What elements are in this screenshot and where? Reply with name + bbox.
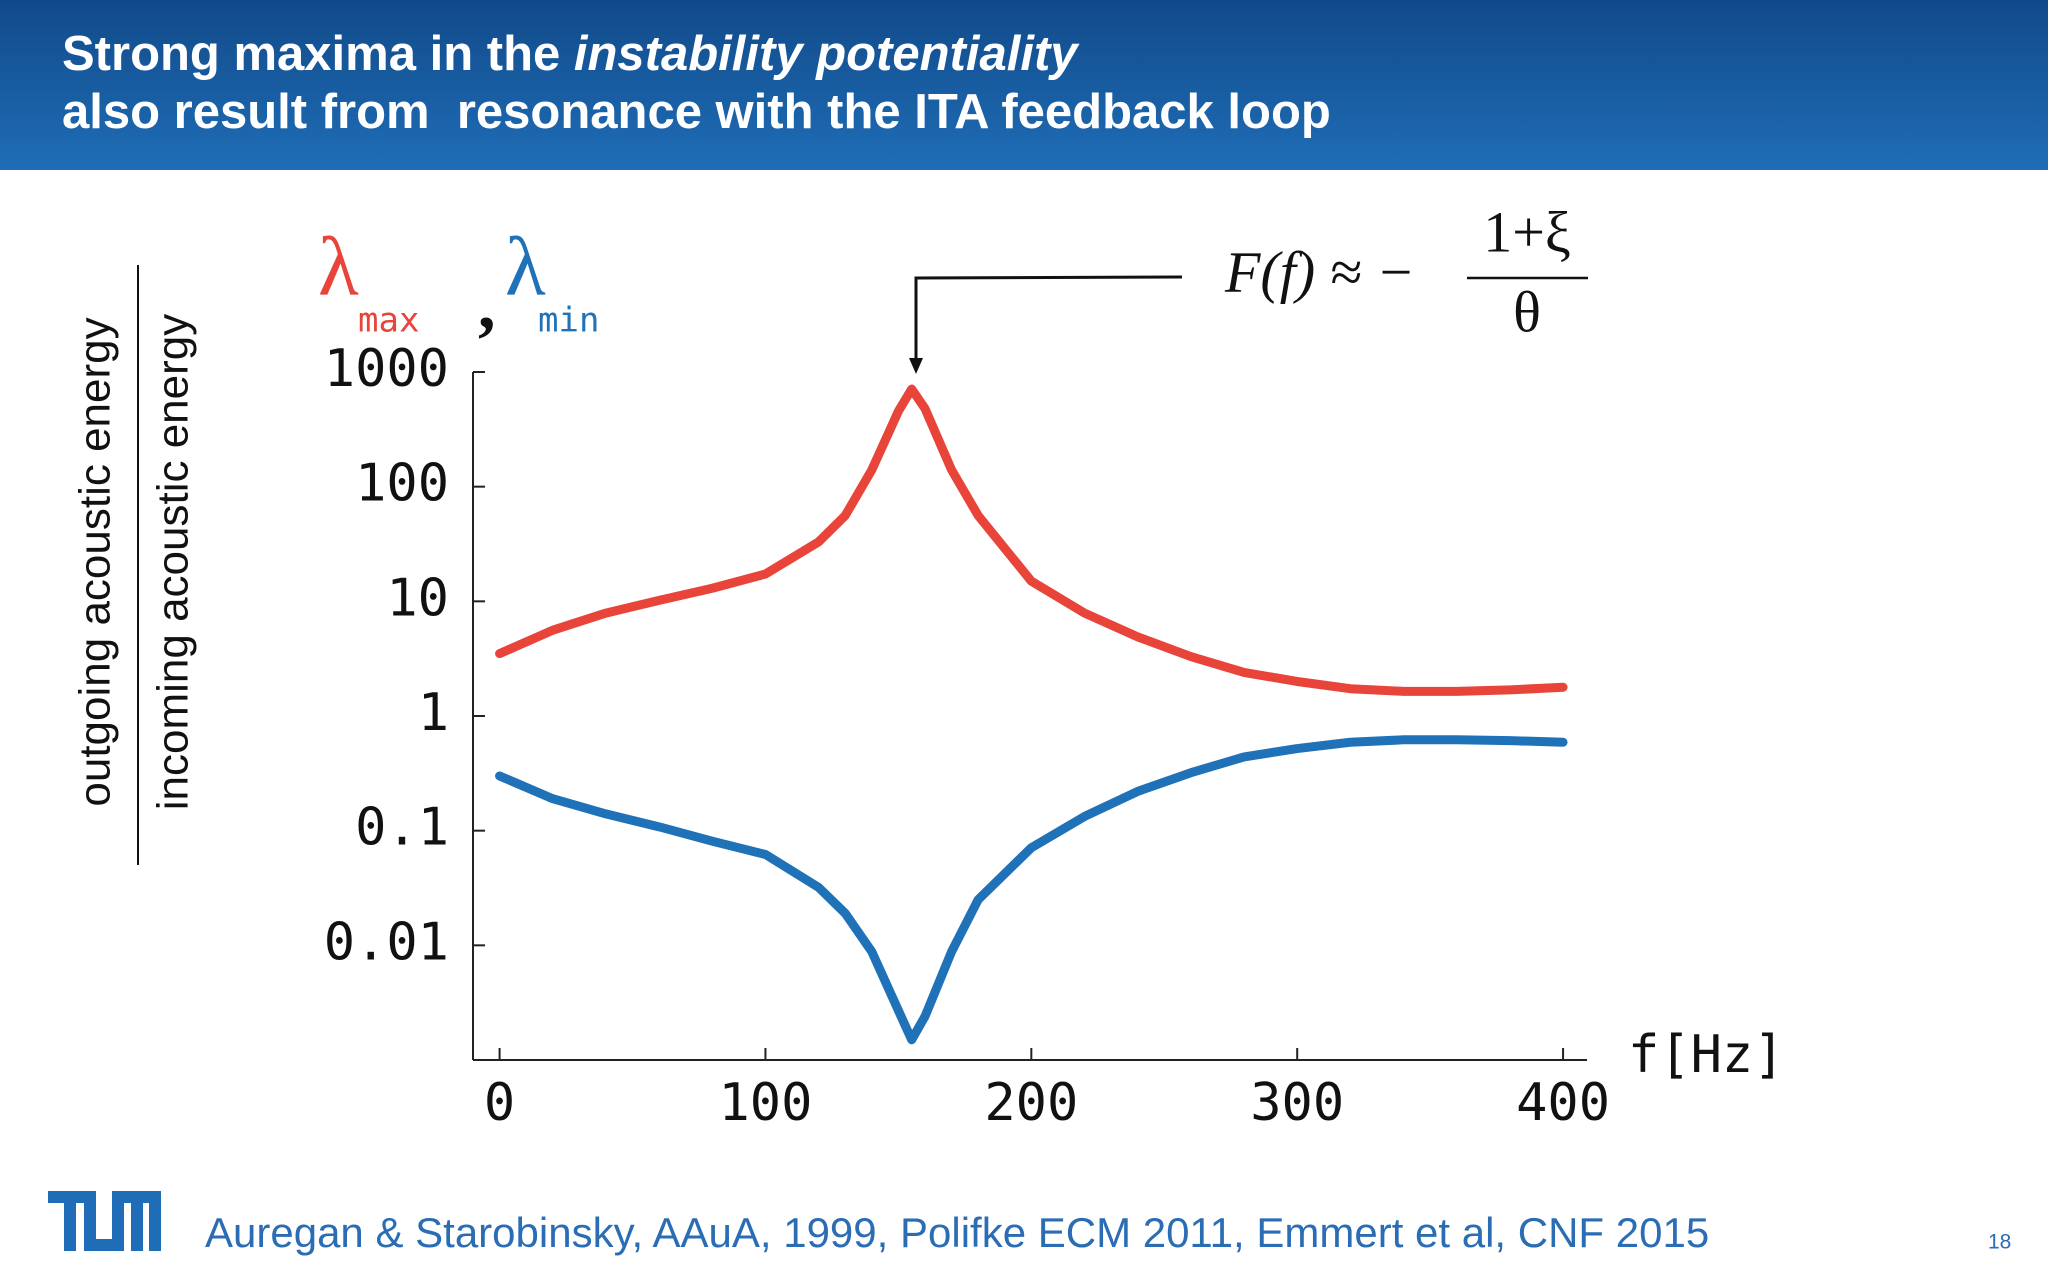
title-plain: Strong maxima in the <box>62 27 574 81</box>
x-tick-label: 100 <box>718 1073 812 1133</box>
title-italic: instability potentiality <box>574 27 1080 81</box>
title-line-1: Strong maxima in the instability potenti… <box>62 27 1080 81</box>
annotation-arrow <box>914 275 1183 362</box>
legend-symbol: λ <box>318 220 359 313</box>
citation: Auregan & Starobinsky, AAuA, 1999, Polif… <box>205 1209 1709 1256</box>
x-tick-label: 400 <box>1516 1073 1610 1133</box>
x-tick-label: 0 <box>484 1073 515 1133</box>
data-line <box>495 384 1568 696</box>
legend-separator: , <box>478 267 496 344</box>
x-tick-label: 300 <box>1250 1073 1344 1133</box>
logo-part <box>64 1191 76 1251</box>
logo-part <box>84 1191 96 1251</box>
x-axis-label: f[Hz] <box>1628 1025 1785 1085</box>
title-line-2: also result from resonance with the ITA … <box>62 85 1331 139</box>
data-line <box>495 735 1568 1045</box>
y-label-denominator: incoming acoustic energy <box>149 314 198 810</box>
formula-denominator: θ <box>1513 279 1541 344</box>
legend-subscript: max <box>358 301 419 341</box>
y-tick-label: 1 <box>418 683 449 743</box>
formula-lhs: F(f) ≈ − <box>1224 239 1415 304</box>
logo-part <box>131 1191 143 1251</box>
y-tick-label: 0.01 <box>324 912 449 972</box>
x-tick-label: 200 <box>984 1073 1078 1133</box>
legend: λ max , λ min <box>318 220 599 344</box>
logo-part <box>112 1191 124 1251</box>
legend-subscript: min <box>538 301 599 341</box>
y-label-numerator: outgoing acoustic energy <box>71 317 120 806</box>
header-bar <box>0 0 2048 170</box>
legend-symbol: λ <box>505 220 546 313</box>
y-tick-label: 1000 <box>324 339 449 399</box>
page-number: 18 <box>1988 1231 2011 1254</box>
logo-part <box>149 1191 161 1251</box>
formula-numerator: 1+ξ <box>1483 199 1571 264</box>
y-tick-label: 10 <box>386 568 449 628</box>
arrow-head <box>909 358 923 374</box>
tum-logo <box>48 1191 161 1251</box>
y-tick-label: 0.1 <box>355 798 449 858</box>
y-tick-label: 100 <box>355 454 449 514</box>
